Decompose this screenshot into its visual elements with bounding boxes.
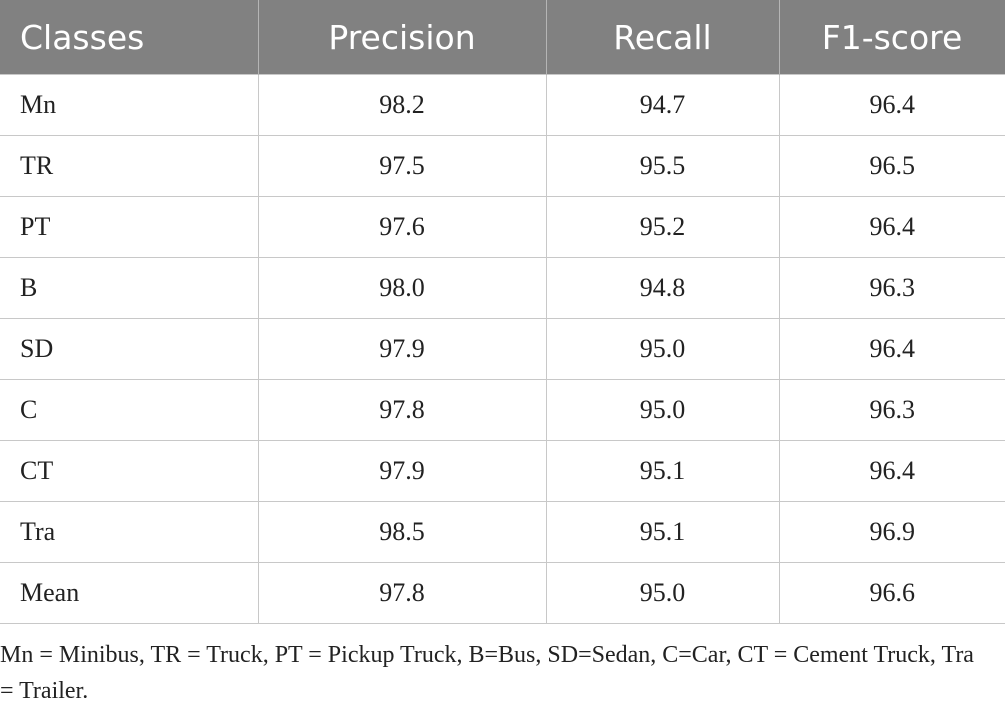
value-cell: 97.8 [257, 562, 547, 624]
value-cell: 95.1 [545, 501, 780, 563]
value-cell: 95.0 [545, 318, 780, 380]
value-cell: 96.4 [778, 318, 1005, 380]
value-cell: 97.9 [257, 318, 547, 380]
value-cell: 94.8 [545, 257, 780, 319]
value-cell: 97.6 [257, 196, 547, 258]
value-cell: 94.7 [545, 74, 780, 136]
table-row: TR 97.5 95.5 96.5 [0, 135, 1005, 197]
header-cell: Recall [546, 0, 780, 75]
class-cell: CT [0, 440, 259, 502]
table-row: CT 97.9 95.1 96.4 [0, 440, 1005, 502]
value-cell: 95.0 [545, 379, 780, 441]
value-cell: 96.4 [778, 440, 1005, 502]
value-cell: 98.0 [257, 257, 547, 319]
class-cell: B [0, 257, 259, 319]
table-row: PT 97.6 95.2 96.4 [0, 196, 1005, 258]
value-cell: 96.9 [778, 501, 1005, 563]
class-cell: C [0, 379, 259, 441]
class-cell: Mean [0, 562, 259, 624]
class-cell: Mn [0, 74, 259, 136]
value-cell: 96.3 [778, 257, 1005, 319]
table-row: B 98.0 94.8 96.3 [0, 257, 1005, 319]
value-cell: 97.8 [257, 379, 547, 441]
header-cell: Precision [258, 0, 547, 75]
value-cell: 97.5 [257, 135, 547, 197]
value-cell: 98.5 [257, 501, 547, 563]
class-cell: PT [0, 196, 259, 258]
value-cell: 96.3 [778, 379, 1005, 441]
value-cell: 96.4 [778, 196, 1005, 258]
table-row: C 97.8 95.0 96.3 [0, 379, 1005, 441]
header-cell: F1-score [779, 0, 1005, 75]
header-cell: Classes [0, 0, 259, 75]
class-cell: SD [0, 318, 259, 380]
table-row: SD 97.9 95.0 96.4 [0, 318, 1005, 380]
value-cell: 95.2 [545, 196, 780, 258]
class-cell: TR [0, 135, 259, 197]
results-table: Classes Precision Recall F1-score Mn 98.2 94.… [0, 0, 1005, 624]
value-cell: 96.5 [778, 135, 1005, 197]
footnote: Mn = Minibus, TR = Truck, PT = Pickup Tr… [0, 642, 974, 704]
class-cell: Tra [0, 501, 259, 563]
header-row: Classes Precision Recall F1-score [0, 0, 1005, 75]
value-cell: 98.2 [257, 74, 547, 136]
value-cell: 96.4 [778, 74, 1005, 136]
table-row: Mean 97.8 95.0 96.6 [0, 562, 1005, 624]
value-cell: 95.0 [545, 562, 780, 624]
value-cell: 95.5 [545, 135, 780, 197]
table-body: Mn 98.2 94.7 96.4 TR 97.5 95.5 96.5 PT 97.6 95.2 96… [0, 74, 1005, 624]
value-cell: 97.9 [257, 440, 547, 502]
value-cell: 96.6 [778, 562, 1005, 624]
value-cell: 95.1 [545, 440, 780, 502]
table-row: Mn 98.2 94.7 96.4 [0, 74, 1005, 136]
table-row: Tra 98.5 95.1 96.9 [0, 501, 1005, 563]
